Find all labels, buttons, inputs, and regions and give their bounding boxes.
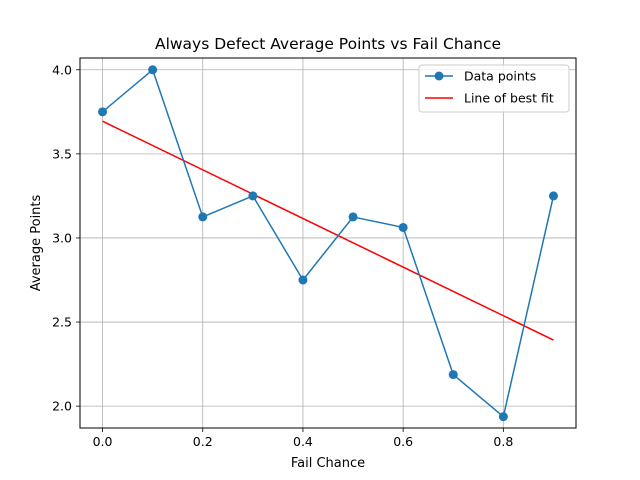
y-axis-label: Average Points xyxy=(29,194,44,291)
x-tick-label: 0.0 xyxy=(93,434,113,449)
x-tick-label: 0.2 xyxy=(193,434,213,449)
fit-line-layer xyxy=(102,120,554,341)
y-tick-label: 2.0 xyxy=(52,399,72,414)
data-point-marker xyxy=(298,275,308,285)
x-tick-label: 0.8 xyxy=(493,434,513,449)
axis-ticks: 0.0 0.2 0.4 0.6 0.8 2.0 2.5 3.0 3.5 4.0 xyxy=(52,62,513,449)
x-axis-label: Fail Chance xyxy=(291,456,365,471)
plot-frame xyxy=(79,57,577,429)
y-tick-label: 3.0 xyxy=(52,230,72,245)
legend: Data points Line of best fit xyxy=(418,64,570,113)
y-tick-label: 3.5 xyxy=(52,146,72,161)
y-tick-label: 2.5 xyxy=(52,315,72,330)
data-point-marker xyxy=(498,412,508,422)
data-point-marker xyxy=(198,212,208,222)
data-series-layer xyxy=(98,65,558,422)
legend-data-points-marker xyxy=(434,71,444,81)
data-point-marker xyxy=(548,191,558,201)
legend-data-points-label: Data points xyxy=(464,69,536,84)
data-points-line xyxy=(102,69,555,418)
data-point-marker xyxy=(448,370,458,380)
data-point-marker xyxy=(148,65,158,75)
data-point-marker xyxy=(398,222,408,232)
data-point-marker xyxy=(348,212,358,222)
x-tick-label: 0.4 xyxy=(293,434,313,449)
best-fit-line xyxy=(102,120,554,341)
data-point-marker xyxy=(248,191,258,201)
legend-box xyxy=(418,64,570,113)
data-point-marker xyxy=(98,107,108,117)
y-tick-label: 4.0 xyxy=(52,62,72,77)
chart-title: Always Defect Average Points vs Fail Cha… xyxy=(155,35,501,53)
x-tick-label: 0.6 xyxy=(393,434,413,449)
legend-best-fit-label: Line of best fit xyxy=(464,91,554,106)
